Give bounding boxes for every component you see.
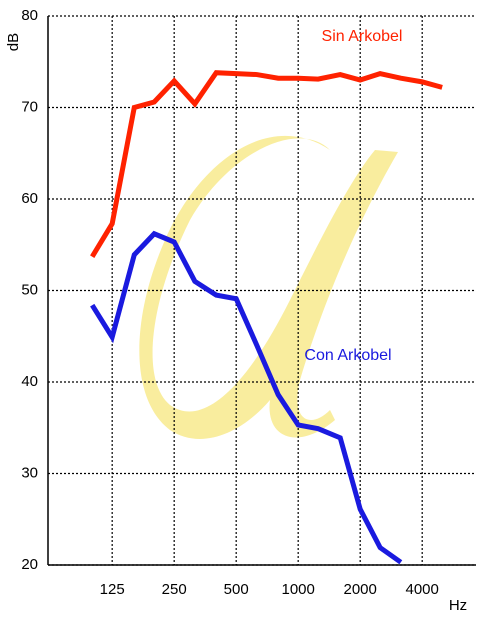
y-tick-label: 80 xyxy=(21,7,38,24)
series-line xyxy=(90,230,403,565)
series-line xyxy=(90,70,443,258)
y-tick-label: 40 xyxy=(21,373,38,390)
y-axis-label: dB xyxy=(5,33,22,51)
y-tick-label: 20 xyxy=(21,556,38,573)
x-axis-label: Hz xyxy=(449,597,467,614)
x-tick-label: 250 xyxy=(162,581,187,598)
y-tick-label: 60 xyxy=(21,190,38,207)
x-tick-label: 500 xyxy=(224,581,249,598)
x-tick-label: 2000 xyxy=(343,581,376,598)
x-tick-label: 4000 xyxy=(406,581,439,598)
x-tick-label: 1000 xyxy=(281,581,314,598)
watermark xyxy=(139,135,398,439)
y-tick-label: 50 xyxy=(21,281,38,298)
y-tick-label: 30 xyxy=(21,464,38,481)
series-label: Sin Arkobel xyxy=(322,28,403,45)
series-label: Con Arkobel xyxy=(304,347,391,364)
x-tick-label: 125 xyxy=(100,581,125,598)
alpha-logo xyxy=(139,135,398,439)
y-tick-label: 70 xyxy=(21,98,38,115)
